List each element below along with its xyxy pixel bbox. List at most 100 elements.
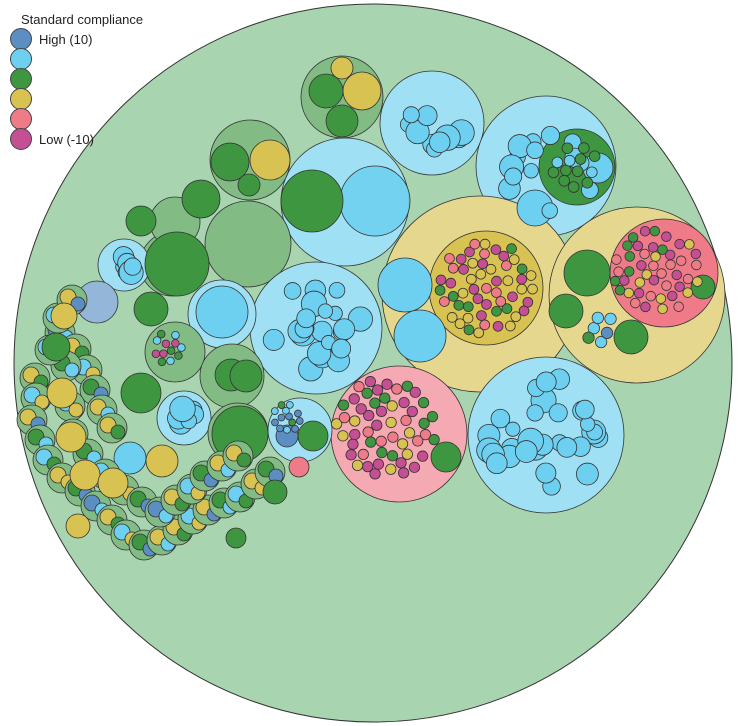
leaf-circle [331,338,352,359]
legend-item [10,108,143,130]
leaf-circle [69,459,101,491]
leaf-circle [641,269,652,280]
leaf-circle [567,181,580,193]
leaf-circle [417,450,429,462]
legend-item: High (10) [10,28,143,50]
leaf-circle [481,282,492,294]
leaf-circle [576,462,599,486]
leaf-circle [276,424,284,433]
leaf-circle [297,420,329,452]
leaf-circle [675,255,687,266]
leaf-circle [64,362,80,378]
legend-swatch [10,128,32,150]
leaf-circle [661,280,672,291]
leaf-circle [376,446,388,459]
leaf-circle [467,257,479,269]
leaf-circle [514,440,538,463]
leaf-circle [558,175,570,187]
leaf-circle [462,312,474,324]
leaf-circle [481,299,492,310]
leaf-circle [348,393,360,405]
legend: Standard compliance High (10) Low (-10) [10,12,144,150]
leaf-circle [581,176,594,189]
leaf-circle [351,459,364,471]
leaf-circle [349,415,361,427]
leaf-circle [439,296,450,307]
leaf-circle [435,274,447,286]
chart-marks [16,55,726,561]
legend-item [10,88,143,110]
legend-swatch [10,88,32,110]
leaf-circle [613,319,649,355]
leaf-circle [375,435,387,447]
leaf-circle [673,301,684,312]
leaf-circle [501,303,513,314]
leaf-circle [640,301,651,313]
legend-swatch [10,108,32,130]
leaf-circle [527,283,538,295]
leaf-circle [428,434,440,446]
leaf-circle [600,326,614,340]
leaf-circle [195,285,249,339]
group-circle [280,169,344,233]
leaf-circle [547,166,560,179]
leaf-circle [125,205,157,237]
leaf-circle [492,320,504,332]
leaf-circle [333,318,356,341]
leaf-circle [152,336,162,345]
leaf-circle [337,399,350,411]
leaf-circle [181,179,221,219]
leaf-circle [386,400,398,412]
leaf-circle [655,293,667,304]
leaf-circle [535,371,557,393]
leaf-circle [595,335,608,349]
leaf-circle [526,141,544,160]
leaf-circle [277,413,286,422]
leaf-circle [391,383,403,395]
leaf-circle [563,249,611,297]
leaf-circle [283,282,302,300]
leaf-circle [398,396,410,409]
leaf-circle [401,380,413,392]
leaf-circle [671,269,682,281]
leaf-circle [372,458,385,470]
leaf-circle [317,303,333,319]
leaf-circle [171,339,180,348]
leaf-circle [495,296,507,307]
leaf-circle [682,273,694,285]
leaf-circle [270,407,279,415]
leaf-circle [361,387,373,399]
leaf-circle [283,425,291,434]
leaf-circle [624,251,636,262]
leaf-circle [633,287,645,299]
leaf-circle [634,277,646,288]
legend-title: Standard compliance [21,12,144,27]
leaf-circle [636,260,647,271]
leaf-circle [330,418,343,430]
leaf-circle [369,397,381,409]
leaf-circle [455,253,467,265]
leaf-circle [516,263,528,275]
leaf-circle [516,273,528,285]
leaf-circle [417,396,430,409]
legend-label: High (10) [39,31,93,47]
leaf-circle [285,401,294,409]
leaf-circle [540,125,560,145]
leaf-circle [65,513,91,539]
leaf-circle [458,264,469,275]
leaf-circle [465,273,477,285]
leaf-circle [385,416,397,429]
leaf-circle [282,406,290,415]
legend-item: Low (-10) [10,128,143,150]
leaf-circle [619,275,630,286]
leaf-circle [271,418,279,427]
leaf-circle [349,428,361,441]
leaf-circle [151,349,161,359]
legend-swatch [10,68,32,90]
leaf-circle [110,424,126,440]
leaf-circle [210,142,250,182]
leaf-circle [412,435,424,447]
leaf-circle [444,253,455,264]
leaf-circle [690,248,702,260]
leaf-circle [395,457,407,469]
